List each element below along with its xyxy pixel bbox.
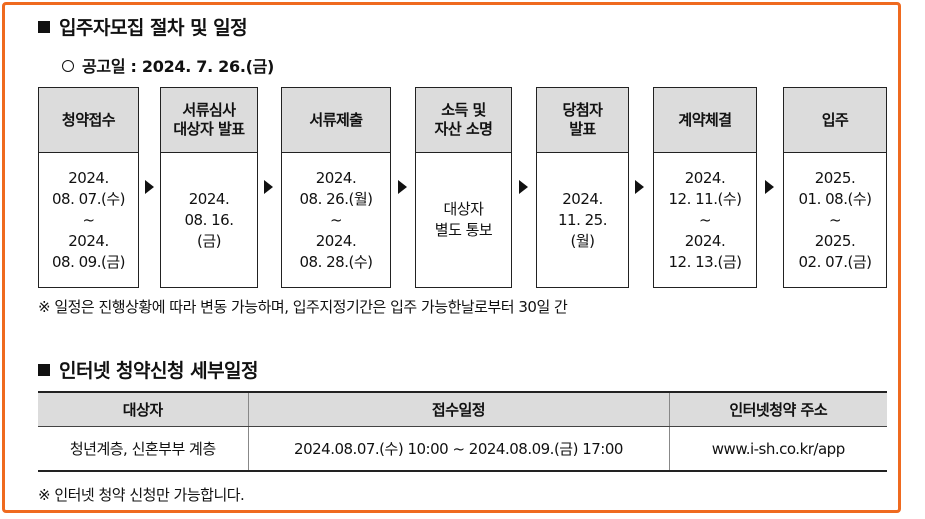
square-bullet-icon bbox=[38, 21, 50, 33]
step-date: 2024. 11. 25. (월) bbox=[558, 189, 607, 250]
arrow-right-icon bbox=[519, 180, 528, 194]
step-document-submit: 서류제출 2024. 08. 26.(월) ~ 2024. 08. 28.(수) bbox=[281, 87, 391, 288]
step-winner-announcement: 당첨자 발표 2024. 11. 25. (월) bbox=[536, 87, 629, 288]
section1-title: 입주자모집 절차 및 일정 bbox=[38, 13, 248, 40]
arrow-right-icon bbox=[765, 180, 774, 194]
square-bullet-icon bbox=[38, 364, 50, 376]
step-income-verification: 소득 및 자산 소명 대상자 별도 통보 bbox=[415, 87, 512, 288]
internet-application-table: 대상자 접수일정 인터넷청약 주소 청년계층, 신혼부부 계층 2024.08.… bbox=[38, 391, 887, 472]
header-url: 인터넷청약 주소 bbox=[668, 391, 887, 427]
section2-title: 인터넷 청약신청 세부일정 bbox=[38, 356, 259, 383]
header-target: 대상자 bbox=[38, 391, 248, 427]
step-date: 2024. 08. 26.(월) ~ 2024. 08. 28.(수) bbox=[299, 168, 373, 271]
arrow-right-icon bbox=[145, 180, 154, 194]
table-header-row: 대상자 접수일정 인터넷청약 주소 bbox=[38, 391, 887, 427]
internet-only-note: ※ 인터넷 청약 신청만 가능합니다. bbox=[38, 486, 245, 504]
step-contract: 계약체결 2024. 12. 11.(수) ~ 2024. 12. 13.(금) bbox=[653, 87, 757, 288]
step-date: 대상자 별도 통보 bbox=[434, 200, 493, 239]
step-date: 2024. 08. 16. (금) bbox=[184, 189, 234, 250]
arrow-right-icon bbox=[264, 180, 273, 194]
cell-target: 청년계층, 신혼부부 계층 bbox=[38, 426, 248, 472]
step-move-in: 입주 2025. 01. 08.(수) ~ 2025. 02. 07.(금) bbox=[783, 87, 887, 288]
circle-bullet-icon bbox=[62, 60, 74, 72]
arrow-right-icon bbox=[398, 180, 407, 194]
table-row: 청년계층, 신혼부부 계층 2024.08.07.(수) 10:00 ~ 202… bbox=[38, 426, 887, 472]
step-name: 청약접수 bbox=[39, 88, 138, 153]
outer-frame bbox=[2, 2, 901, 513]
step-name: 서류제출 bbox=[282, 88, 390, 153]
cell-schedule: 2024.08.07.(수) 10:00 ~ 2024.08.09.(금) 17… bbox=[247, 426, 669, 472]
schedule-note: ※ 일정은 진행상황에 따라 변동 가능하며, 입주지정기간은 입주 가능한날로… bbox=[38, 298, 568, 316]
step-name: 입주 bbox=[784, 88, 886, 153]
step-name: 서류심사 대상자 발표 bbox=[161, 88, 257, 153]
step-date: 2025. 01. 08.(수) ~ 2025. 02. 07.(금) bbox=[798, 168, 872, 271]
header-schedule: 접수일정 bbox=[247, 391, 669, 427]
step-name: 소득 및 자산 소명 bbox=[416, 88, 511, 153]
step-name: 계약체결 bbox=[654, 88, 756, 153]
announcement-date: 공고일 : 2024. 7. 26.(금) bbox=[62, 53, 274, 77]
cell-url[interactable]: www.i-sh.co.kr/app bbox=[668, 426, 887, 472]
step-name: 당첨자 발표 bbox=[537, 88, 628, 153]
step-date: 2024. 08. 07.(수) ~ 2024. 08. 09.(금) bbox=[52, 168, 125, 271]
step-date: 2024. 12. 11.(수) ~ 2024. 12. 13.(금) bbox=[668, 168, 742, 271]
arrow-right-icon bbox=[635, 180, 644, 194]
step-application: 청약접수 2024. 08. 07.(수) ~ 2024. 08. 09.(금) bbox=[38, 87, 139, 288]
step-document-review: 서류심사 대상자 발표 2024. 08. 16. (금) bbox=[160, 87, 258, 288]
